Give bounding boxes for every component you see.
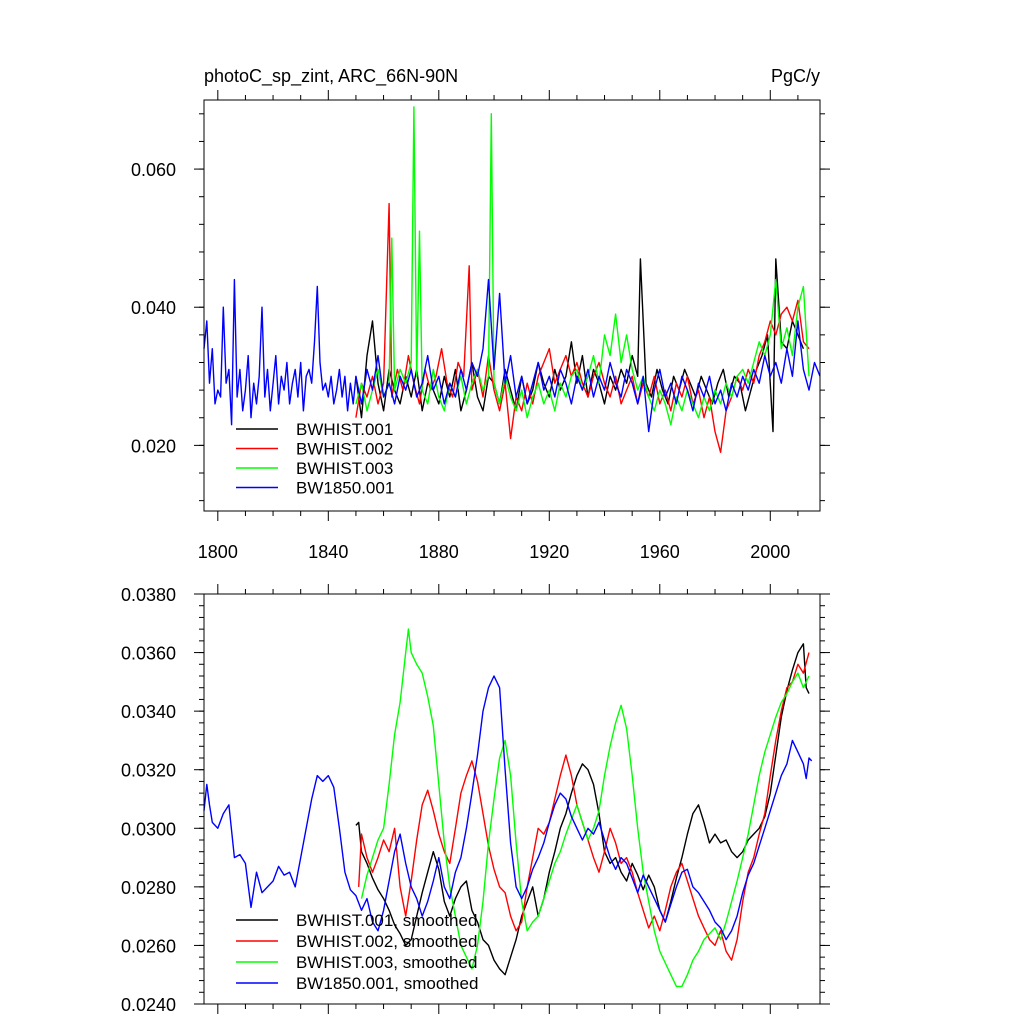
y-tick-label: 0.0340 [121,702,176,722]
top-series-line-4 [203,278,821,433]
bottom-series-line-3 [360,628,810,988]
bottom-legend-label: BWHIST.003, smoothed [296,953,477,972]
top-series-group [203,106,821,453]
bottom-series-line-4 [203,675,813,941]
top-legend-label: BWHIST.001 [296,420,393,439]
y-tick-label: 0.0320 [121,761,176,781]
top-legend-label: BWHIST.002 [296,440,393,459]
y-tick-label: 0.0380 [121,585,176,605]
top-legend-label: BW1850.001 [296,479,394,498]
x-tick-label: 1960 [640,542,680,562]
x-tick-label: 1880 [419,542,459,562]
bottom-legend-label: BW1850.001, smoothed [296,974,478,993]
x-tick-label: 1840 [308,542,348,562]
bottom-series-group [203,628,813,988]
y-tick-label: 0.0300 [121,819,176,839]
y-tick-label: 0.040 [131,298,176,318]
y-tick-label: 0.0240 [121,995,176,1015]
bottom-legend-label: BWHIST.001, smoothed [296,911,477,930]
x-tick-label: 1800 [198,542,238,562]
top-legend-label: BWHIST.003 [296,459,393,478]
bottom-panel: 0.0240 0.0260 0.0280 0.0300 0.0320 0.0340 0.03… [121,584,830,1015]
y-tick-label: 0.0280 [121,878,176,898]
top-plot-frame [203,99,821,512]
bottom-series-line-1 [355,643,810,976]
top-title-right: PgC/y [771,66,820,86]
bottom-legend-label: BWHIST.002, smoothed [296,932,477,951]
bottom-plot-frame [203,593,821,1005]
y-tick-label: 0.0360 [121,644,176,664]
y-tick-label: 0.0260 [121,936,176,956]
bottom-legend: BWHIST.001, smoothed BWHIST.002, smoothed… [236,911,478,993]
top-axes-ticks: 1800 1840 1880 1920 1960 2000 0.020 0.040 0.060 [131,90,830,562]
top-title-left: photoC_sp_zint, ARC_66N-90N [204,66,458,87]
x-tick-label: 1920 [529,542,569,562]
y-tick-label: 0.020 [131,436,176,456]
y-tick-label: 0.060 [131,160,176,180]
bottom-axes-ticks: 0.0240 0.0260 0.0280 0.0300 0.0320 0.0340 0.03… [121,584,830,1015]
top-panel: photoC_sp_zint, ARC_66N-90N PgC/y 1800 18… [131,66,830,562]
x-tick-label: 2000 [750,542,790,562]
